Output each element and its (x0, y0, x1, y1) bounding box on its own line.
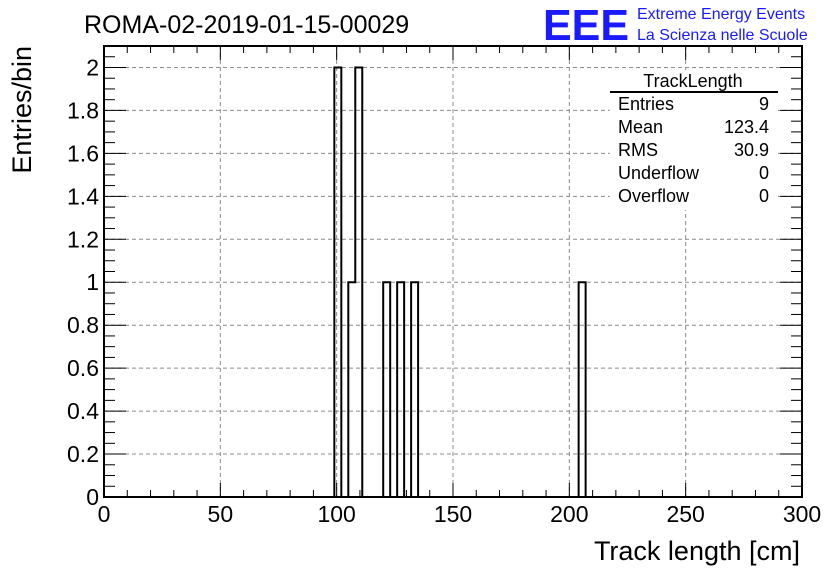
logo-line-1: Extreme Energy Events (637, 6, 805, 23)
y-tick-label: 0.6 (67, 355, 99, 381)
y-tick-label: 0.4 (67, 398, 99, 424)
stats-value-underflow: 0 (759, 163, 769, 183)
stats-label-underflow: Underflow (618, 163, 700, 183)
x-tick-label: 250 (666, 501, 704, 527)
stats-box-bg (610, 70, 778, 210)
eee-logo: EEE (543, 1, 629, 50)
stats-label-entries: Entries (618, 94, 674, 114)
y-tick-label: 1.8 (67, 97, 99, 123)
logo-line-2: La Scienza nelle Scuole (637, 27, 808, 44)
stats-label-rms: RMS (618, 140, 658, 160)
y-axis-title: Entries/bin (7, 46, 37, 174)
histogram-outline (333, 66, 587, 497)
stats-value-entries: 9 (759, 94, 769, 114)
axis-ticks (103, 45, 803, 498)
y-tick-label: 0.8 (67, 312, 99, 338)
stats-value-rms: 30.9 (734, 140, 769, 160)
y-tick-labels: 0 0.2 0.4 0.6 0.8 1 1.2 1.4 1.6 1.8 2 (67, 54, 99, 510)
y-tick-label: 0.2 (67, 441, 99, 467)
y-tick-label: 0 (86, 484, 99, 510)
y-tick-label: 1.6 (67, 140, 99, 166)
stats-title: TrackLength (643, 71, 742, 91)
stats-box: TrackLength Entries 9 Mean 123.4 RMS 30.… (610, 70, 778, 210)
y-tick-label: 1 (86, 269, 99, 295)
y-tick-label: 2 (86, 54, 99, 80)
x-tick-label: 0 (98, 501, 111, 527)
x-tick-label: 300 (783, 501, 821, 527)
stats-label-mean: Mean (618, 117, 663, 137)
x-axis-title: Track length [cm] (594, 536, 800, 566)
run-title: ROMA-02-2019-01-15-00029 (84, 11, 409, 39)
stats-label-overflow: Overflow (618, 186, 690, 206)
x-tick-label: 100 (317, 501, 355, 527)
x-tick-label: 150 (434, 501, 472, 527)
x-tick-label: 50 (208, 501, 234, 527)
x-tick-labels: 0 50 100 150 200 250 300 (98, 501, 822, 527)
x-tick-label: 200 (550, 501, 588, 527)
y-tick-label: 1.4 (67, 183, 99, 209)
y-tick-label: 1.2 (67, 226, 99, 252)
stats-value-mean: 123.4 (724, 117, 769, 137)
grid (104, 46, 802, 497)
stats-value-overflow: 0 (759, 186, 769, 206)
